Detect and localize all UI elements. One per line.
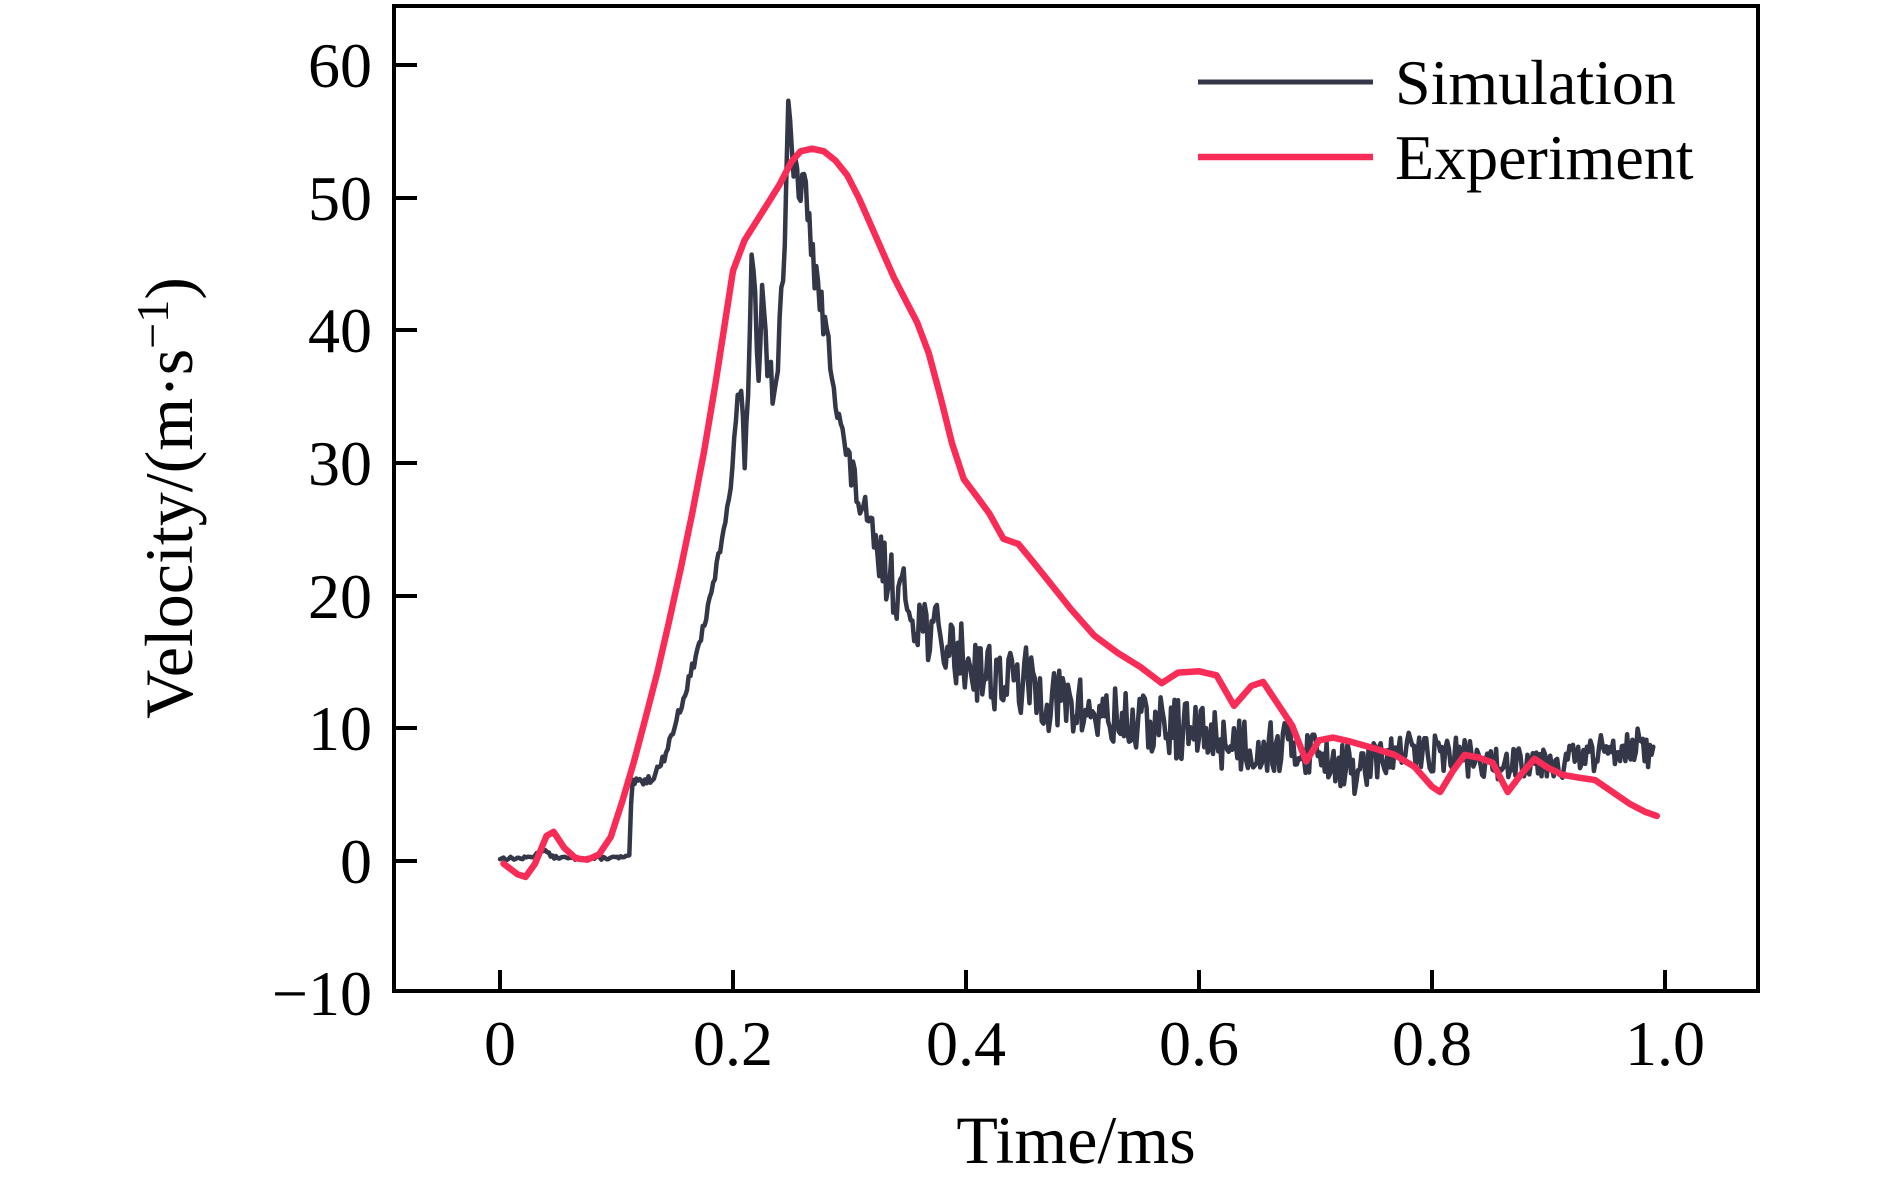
y-tick-label: 50 (308, 163, 372, 234)
y-axis-label-main: Velocity/(m·s (131, 349, 207, 719)
x-axis-tick-labels: 0 0.2 0.4 0.6 0.8 1.0 (484, 1008, 1705, 1079)
legend-experiment-label: Experiment (1395, 122, 1694, 193)
y-axis-tick-labels: 60 50 40 30 20 10 0 −10 (272, 30, 372, 1029)
x-tick-label: 0 (484, 1008, 516, 1079)
y-tick-label: 40 (308, 295, 372, 366)
series-layer (497, 98, 1661, 881)
y-axis-label: Velocity/(m·s−1) (127, 277, 207, 719)
x-tick-label: 0.4 (926, 1008, 1006, 1079)
y-tick-label: 0 (340, 826, 372, 897)
plot-border (392, 4, 1760, 993)
experiment-curve (500, 145, 1661, 881)
y-tick-label: 30 (308, 428, 372, 499)
y-axis-label-close: ) (131, 277, 207, 300)
x-tick-label: 0.6 (1159, 1008, 1239, 1079)
x-tick-label: 1.0 (1625, 1008, 1705, 1079)
x-axis-ticks (498, 970, 1667, 991)
y-tick-label: 10 (308, 693, 372, 764)
x-tick-label: 0.2 (693, 1008, 773, 1079)
x-axis-label: Time/ms (956, 1102, 1195, 1178)
y-axis-label-superscript: −1 (127, 300, 178, 349)
y-tick-label: −10 (272, 958, 372, 1029)
y-tick-label: 60 (308, 30, 372, 101)
legend-simulation-label: Simulation (1395, 47, 1676, 118)
legend: Simulation Experiment (1198, 47, 1694, 193)
x-tick-label: 0.8 (1392, 1008, 1472, 1079)
y-axis-ticks (396, 63, 417, 863)
simulation-curve (497, 98, 1656, 863)
y-tick-label: 20 (308, 561, 372, 632)
